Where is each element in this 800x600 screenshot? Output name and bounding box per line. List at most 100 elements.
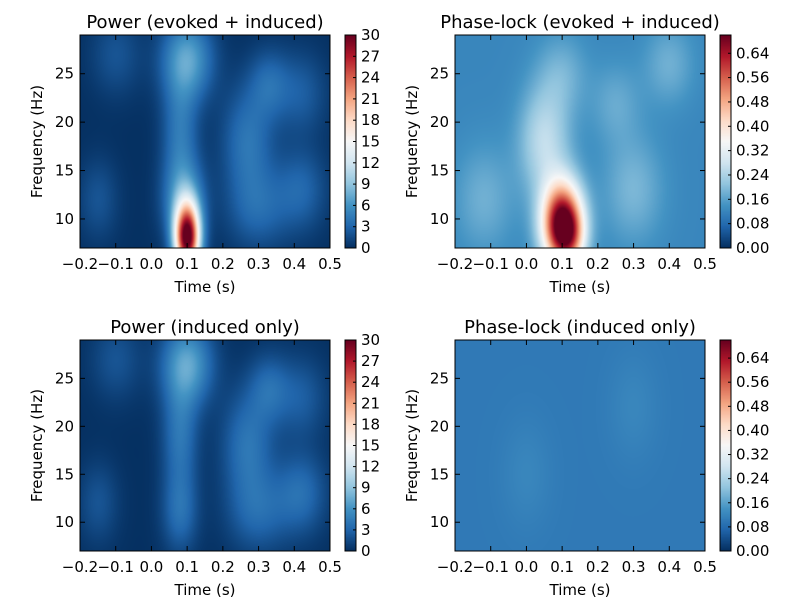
colorbar-tick-label: 21 <box>361 90 380 108</box>
x-tick-label: −0.1 <box>97 255 133 273</box>
colorbar-tick-label: 15 <box>361 133 380 151</box>
x-tick-label: 0.5 <box>318 558 342 576</box>
colorbar-tick-label: 6 <box>361 196 371 214</box>
heatmap-image <box>455 35 705 248</box>
x-tick-label: 0.4 <box>657 558 681 576</box>
colorbar <box>720 35 731 248</box>
colorbar-tick-label: 0 <box>361 542 371 560</box>
colorbar-tick-label: 30 <box>361 26 380 44</box>
x-tick-label: −0.2 <box>62 558 98 576</box>
chart-title: Power (induced only) <box>110 317 300 338</box>
colorbar-tick-label: 24 <box>361 69 380 87</box>
chart-panel-4: Phase-lock (induced only) −0.2 −0.1 0.0 0.1 0… <box>403 317 769 599</box>
colorbar-tick-label: 0.48 <box>736 397 769 415</box>
x-tick-label: 0.2 <box>586 255 610 273</box>
colorbar-tick-label: 0.64 <box>736 349 769 367</box>
colorbar-tick-label: 6 <box>361 500 371 518</box>
colorbar-tick-label: 15 <box>361 437 380 455</box>
x-tick-label: −0.2 <box>437 558 473 576</box>
y-tick-label: 15 <box>55 162 74 180</box>
colorbar-tick-label: 0.08 <box>736 518 769 536</box>
colorbar <box>345 35 356 248</box>
x-tick-label: 0.5 <box>318 255 342 273</box>
colorbar-tick-label: 0.48 <box>736 93 769 111</box>
chart-title: Phase-lock (evoked + induced) <box>440 12 720 33</box>
x-tick-label: 0.1 <box>550 255 574 273</box>
colorbar-frame <box>719 34 732 249</box>
y-tick-label: 20 <box>55 417 74 435</box>
colorbar-tick-label: 0.56 <box>736 373 769 391</box>
y-tick-label: 25 <box>55 369 74 387</box>
x-tick-label: 0.0 <box>514 558 538 576</box>
colorbar-tick-label: 0.24 <box>736 166 769 184</box>
y-tick-label: 10 <box>430 210 449 228</box>
colorbar-tick-label: 0.16 <box>736 494 769 512</box>
colorbar-tick-label: 12 <box>361 458 380 476</box>
colorbar-tick-label: 18 <box>361 111 380 129</box>
x-tick-label: 0.5 <box>693 558 717 576</box>
chart-panel-1: Power (evoked + induced) −0.2 −0.1 0.0 0.1 0.… <box>28 12 380 296</box>
colorbar-tick-label: 0.40 <box>736 117 769 135</box>
x-tick-label: 0.2 <box>586 558 610 576</box>
x-tick-label: 0.2 <box>211 558 235 576</box>
y-axis-label: Frequency (Hz) <box>403 389 421 502</box>
chart-panel-2: Phase-lock (evoked + induced) −0.2 −0.1 0.0… <box>403 12 769 296</box>
plot-frame <box>79 339 331 552</box>
y-tick-label: 25 <box>55 65 74 83</box>
colorbar-frame <box>719 339 732 552</box>
heatmap-image <box>80 35 330 248</box>
x-tick-label: −0.2 <box>62 255 98 273</box>
y-axis-label: Frequency (Hz) <box>28 85 46 198</box>
y-tick-label: 15 <box>430 162 449 180</box>
x-tick-label: 0.3 <box>622 255 646 273</box>
y-tick-label: 20 <box>430 417 449 435</box>
colorbar-tick-label: 0.24 <box>736 470 769 488</box>
x-tick-label: −0.2 <box>437 255 473 273</box>
colorbar-tick-label: 0.32 <box>736 446 769 464</box>
colorbar-tick-label: 9 <box>361 479 371 497</box>
x-tick-label: 0.4 <box>282 255 306 273</box>
y-tick-label: 15 <box>430 465 449 483</box>
colorbar-tick-label: 3 <box>361 521 371 539</box>
plot-frame <box>454 34 706 249</box>
plot-frame <box>79 34 331 249</box>
colorbar <box>720 340 731 551</box>
x-tick-label: 0.3 <box>247 558 271 576</box>
x-tick-label: −0.1 <box>472 558 508 576</box>
colorbar-tick-label: 18 <box>361 415 380 433</box>
x-tick-label: 0.0 <box>514 255 538 273</box>
y-axis-label: Frequency (Hz) <box>28 389 46 502</box>
heatmap-image <box>80 340 330 551</box>
y-tick-label: 25 <box>430 369 449 387</box>
y-tick-label: 10 <box>55 513 74 531</box>
plot-frame <box>454 339 706 552</box>
x-tick-label: 0.3 <box>622 558 646 576</box>
chart-panel-3: Power (induced only) −0.2 −0.1 0.0 0.1 0.2 0.3… <box>28 317 380 599</box>
x-tick-label: 0.4 <box>282 558 306 576</box>
colorbar-tick-label: 12 <box>361 154 380 172</box>
chart-title: Power (evoked + induced) <box>86 12 323 33</box>
x-tick-label: −0.1 <box>97 558 133 576</box>
colorbar-tick-label: 27 <box>361 352 380 370</box>
colorbar <box>345 340 356 551</box>
x-tick-label: 0.2 <box>211 255 235 273</box>
y-tick-label: 20 <box>55 113 74 131</box>
colorbar-tick-label: 30 <box>361 331 380 349</box>
colorbar-tick-label: 24 <box>361 373 380 391</box>
x-tick-label: −0.1 <box>472 255 508 273</box>
colorbar-tick-label: 0.64 <box>736 44 769 62</box>
colorbar-tick-label: 27 <box>361 47 380 65</box>
x-tick-label: 0.5 <box>693 255 717 273</box>
x-axis-label: Time (s) <box>174 278 236 296</box>
x-tick-label: 0.1 <box>175 558 199 576</box>
y-tick-label: 10 <box>55 210 74 228</box>
x-tick-label: 0.4 <box>657 255 681 273</box>
y-tick-label: 10 <box>430 513 449 531</box>
colorbar-tick-label: 0.16 <box>736 190 769 208</box>
colorbar-tick-label: 0.00 <box>736 239 769 257</box>
x-tick-label: 0.3 <box>247 255 271 273</box>
x-axis-label: Time (s) <box>549 278 611 296</box>
y-axis-label: Frequency (Hz) <box>403 85 421 198</box>
colorbar-tick-label: 0.40 <box>736 421 769 439</box>
